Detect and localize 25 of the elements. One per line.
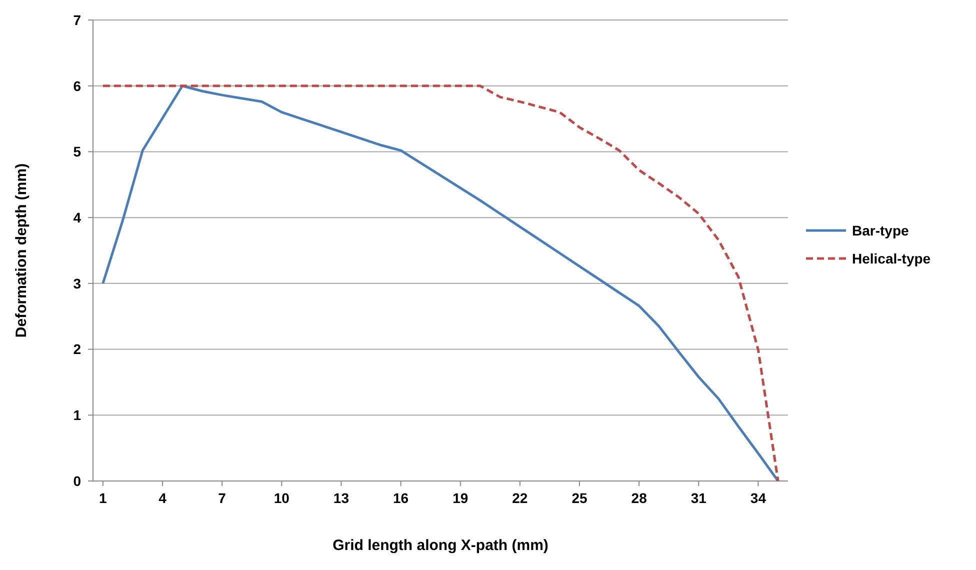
x-tick-label: 25 [572,490,588,506]
x-tick-label: 13 [333,490,350,506]
x-tick-label: 7 [218,490,226,506]
x-tick-label: 22 [512,490,528,506]
y-tick-label: 2 [73,341,82,358]
x-tick-label: 1 [99,490,108,506]
x-tick-label: 19 [452,490,468,506]
y-tick-label: 1 [73,407,82,424]
x-tick-label: 10 [274,490,290,506]
y-tick-label: 7 [73,12,82,28]
x-tick-label: 16 [392,490,409,506]
x-tick-label: 31 [690,490,707,506]
line-series [102,84,780,482]
legend-label: Bar-type [852,222,910,238]
x-axis-title: Grid length along X-path (mm) [332,537,548,554]
x-tick-label: 34 [750,490,766,506]
y-tick-label: 4 [73,209,82,226]
y-tick-label: 3 [73,275,82,292]
y-tick-label: 0 [73,472,82,489]
x-tick-label: 28 [631,490,648,506]
x-tick-label: 4 [158,490,167,506]
y-tick-label: 6 [73,78,82,94]
y-tick-label: 5 [73,144,82,160]
y-axis-title: Deformation depth (mm) [13,163,30,338]
legend-label: Helical-type [852,250,931,266]
